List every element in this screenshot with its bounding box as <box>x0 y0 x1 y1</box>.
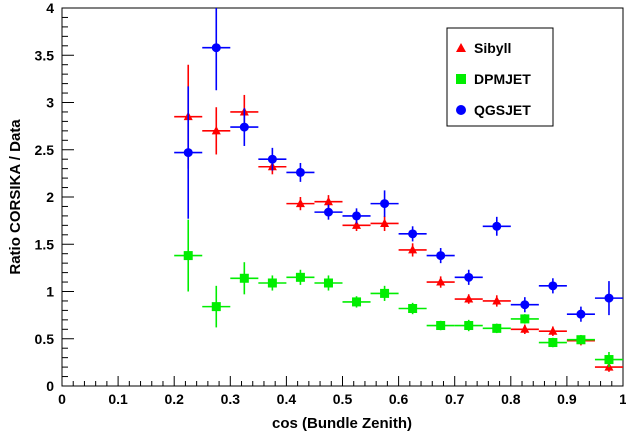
y-tick-label: 1.5 <box>35 236 55 252</box>
qgsjet-point <box>380 199 390 209</box>
y-axis-label: Ratio CORSIKA / Data <box>7 119 24 275</box>
qgsjet-point <box>520 300 530 310</box>
legend-label-qgsjet: QGSJET <box>474 102 531 118</box>
y-tick-label: 0.5 <box>35 331 55 347</box>
dpmjet-point <box>436 321 446 331</box>
sibyll-point <box>492 295 502 305</box>
dpmjet-point <box>239 273 249 283</box>
qgsjet-point <box>239 122 249 132</box>
y-tick-label: 3.5 <box>35 47 55 63</box>
sibyll-point <box>408 244 418 254</box>
axes: 0 0.1 0.2 0.3 0.4 0.5 0.6 0.7 0.8 0.9 1 0 0.5 1 1.5 2 2.… <box>35 0 626 407</box>
series-qgsjet <box>174 8 623 322</box>
x-tick-label: 0.5 <box>333 391 353 407</box>
y-tick-label: 0 <box>46 378 54 394</box>
legend-label-sibyll: Sibyll <box>474 40 511 56</box>
series-layer <box>174 8 623 372</box>
qgsjet-point <box>295 167 305 177</box>
dpmjet-point <box>604 355 614 365</box>
qgsjet-point <box>464 272 474 282</box>
dpmjet-point <box>520 314 530 324</box>
dpmjet-point <box>464 321 474 331</box>
x-tick-label: 0 <box>58 391 66 407</box>
x-tick-label: 0.1 <box>108 391 128 407</box>
x-tick-label: 0.9 <box>557 391 577 407</box>
sibyll-point <box>295 198 305 208</box>
sibyll-point <box>352 220 362 229</box>
qgsjet-point <box>211 43 221 53</box>
x-axis-label: cos (Bundle Zenith) <box>272 415 412 432</box>
x-tick-label: 0.3 <box>221 391 241 407</box>
dpmjet-point <box>267 278 277 288</box>
y-tick-label: 2.5 <box>35 142 55 158</box>
sibyll-point <box>520 324 530 333</box>
x-tick-label: 0.6 <box>389 391 409 407</box>
qgsjet-point <box>604 293 614 303</box>
x-tick-label: 0.8 <box>501 391 521 407</box>
sibyll-point <box>436 277 446 286</box>
x-tick-label: 0.7 <box>445 391 465 407</box>
dpmjet-point <box>408 304 418 314</box>
legend-marker-sibyll <box>456 43 466 52</box>
qgsjet-point <box>352 211 362 221</box>
sibyll-point <box>380 218 390 227</box>
legend-marker-qgsjet <box>456 105 466 115</box>
qgsjet-point <box>183 148 193 158</box>
qgsjet-point <box>323 207 333 217</box>
dpmjet-point <box>380 288 390 298</box>
series-sibyll <box>174 64 623 372</box>
dpmjet-point <box>183 251 193 261</box>
legend-label-dpmjet: DPMJET <box>474 71 531 87</box>
legend-marker-dpmjet <box>456 74 466 84</box>
dpmjet-point <box>352 297 362 307</box>
dpmjet-point <box>548 338 558 348</box>
dpmjet-point <box>323 278 333 288</box>
y-tick-label: 1 <box>46 284 54 300</box>
x-tick-label: 0.2 <box>164 391 184 407</box>
qgsjet-point <box>408 229 418 239</box>
sibyll-point <box>548 326 558 335</box>
dpmjet-point <box>576 335 586 345</box>
qgsjet-point <box>548 281 558 291</box>
y-tick-label: 3 <box>46 95 54 111</box>
qgsjet-point <box>436 251 446 261</box>
x-tick-label: 0.4 <box>277 391 297 407</box>
x-tick-label: 1 <box>619 391 626 407</box>
qgsjet-point <box>267 154 277 164</box>
qgsjet-point <box>492 221 502 231</box>
dpmjet-point <box>492 323 502 333</box>
dpmjet-point <box>211 302 221 312</box>
series-dpmjet <box>174 219 623 368</box>
y-tick-label: 2 <box>46 189 54 205</box>
sibyll-point <box>211 125 221 135</box>
dpmjet-point <box>295 272 305 282</box>
sibyll-point <box>464 294 474 303</box>
legend: Sibyll DPMJET QGSJET <box>446 27 554 127</box>
y-tick-label: 4 <box>46 0 54 16</box>
qgsjet-point <box>576 309 586 319</box>
sibyll-point <box>323 196 333 206</box>
